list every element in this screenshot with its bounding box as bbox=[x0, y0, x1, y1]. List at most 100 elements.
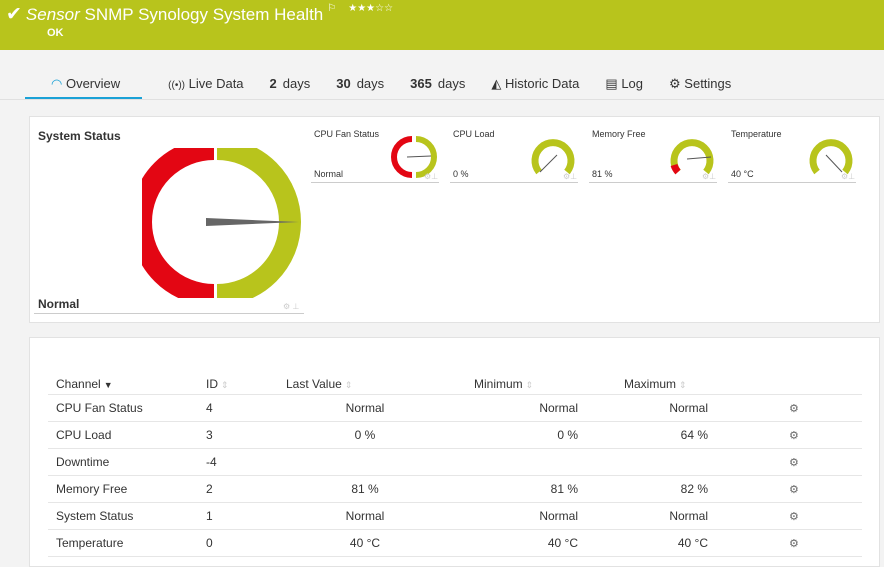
last-value-cell: 81 % bbox=[286, 475, 436, 503]
table-row[interactable]: Memory Free 2 81 % 81 % 82 % ⚙ bbox=[48, 475, 862, 503]
priority-stars[interactable]: ★★★☆☆ bbox=[348, 3, 394, 14]
sensor-title-row: ✔ Sensor SNMP Synology System Health ⚐ ★… bbox=[6, 3, 393, 26]
sort-icon: ⇕ bbox=[344, 379, 353, 390]
gauges-panel: System Status Normal ⚙ ⊥ CPU Fan Status … bbox=[29, 116, 880, 323]
divider bbox=[589, 182, 717, 183]
log-icon: ▤ bbox=[605, 76, 618, 91]
tab-num: 30 bbox=[336, 76, 351, 91]
channel-cell: Downtime bbox=[48, 448, 198, 476]
id-cell: -4 bbox=[198, 448, 286, 476]
col-channel[interactable]: Channel ▼ bbox=[48, 374, 198, 395]
tab-label: Overview bbox=[65, 76, 121, 91]
maximum-cell: 82 % bbox=[586, 475, 716, 503]
tab-label: Settings bbox=[684, 76, 732, 91]
id-cell: 3 bbox=[198, 421, 286, 449]
actions-cell: ⚙ bbox=[716, 394, 862, 422]
maximum-cell: Normal bbox=[586, 394, 716, 422]
tab-log[interactable]: ▤ Log bbox=[605, 76, 643, 99]
id-cell: 0 bbox=[198, 529, 286, 557]
minimum-cell: Normal bbox=[436, 502, 586, 530]
table-row[interactable]: Downtime -4 ⚙ bbox=[48, 448, 862, 476]
system-status-title: System Status bbox=[38, 129, 121, 143]
id-cell: 4 bbox=[198, 394, 286, 422]
table-row[interactable]: Temperature 0 40 °C 40 °C 40 °C ⚙ bbox=[48, 529, 862, 557]
sort-icon: ⇕ bbox=[679, 379, 687, 390]
gauge-dial bbox=[670, 139, 714, 175]
minimum-cell: 40 °C bbox=[436, 529, 586, 557]
channel-settings-icon[interactable]: ⚙ bbox=[789, 429, 799, 442]
col-minimum[interactable]: Minimum ⇕ bbox=[436, 374, 586, 395]
gauge-settings-pin-icons[interactable]: ⚙ ⊥ bbox=[283, 302, 300, 311]
flag-icon[interactable]: ⚐ bbox=[327, 3, 337, 14]
gauge-temperature[interactable]: Temperature 40 °C ⚙⊥ bbox=[728, 117, 856, 183]
channel-settings-icon[interactable]: ⚙ bbox=[789, 537, 799, 550]
maximum-cell: 64 % bbox=[586, 421, 716, 449]
channel-cell: CPU Load bbox=[48, 421, 198, 449]
tab-bar: ◠ Overview ((•)) Live Data 2 days 30 days … bbox=[0, 66, 884, 100]
last-value-cell bbox=[286, 448, 436, 476]
gauge-value: 81 % bbox=[592, 169, 613, 179]
channel-settings-icon[interactable]: ⚙ bbox=[789, 483, 799, 496]
channel-cell: System Status bbox=[48, 502, 198, 530]
channel-cell: CPU Fan Status bbox=[48, 394, 198, 422]
status-text: OK bbox=[47, 27, 64, 39]
channels-table: Channel ▼ ID ⇕ Last Value ⇕ Minimum ⇕ Maximu… bbox=[48, 374, 862, 557]
tab-overview[interactable]: ◠ Overview bbox=[25, 76, 143, 99]
last-value-cell: 40 °C bbox=[286, 529, 436, 557]
gauge-settings-pin-icons[interactable]: ⚙⊥ bbox=[841, 172, 856, 181]
id-cell: 2 bbox=[198, 475, 286, 503]
sensor-prefix: Sensor bbox=[25, 5, 80, 24]
col-maximum[interactable]: Maximum ⇕ bbox=[586, 374, 716, 395]
gauge-value: 40 °C bbox=[731, 169, 754, 179]
gauge-settings-pin-icons[interactable]: ⚙⊥ bbox=[563, 172, 578, 181]
sensor-header: ✔ Sensor SNMP Synology System Health ⚐ ★… bbox=[0, 0, 884, 50]
gauge-cpu-fan-status[interactable]: CPU Fan Status Normal ⚙⊥ bbox=[311, 117, 439, 183]
maximum-cell bbox=[586, 448, 716, 476]
tab-label: days bbox=[282, 76, 311, 91]
header-label: Minimum bbox=[474, 376, 523, 391]
tab-historic-data[interactable]: ◭ Historic Data bbox=[491, 76, 579, 99]
gauge-label: CPU Load bbox=[453, 129, 495, 139]
tab-label: Historic Data bbox=[504, 76, 580, 91]
table-row[interactable]: CPU Fan Status 4 Normal Normal Normal ⚙ bbox=[48, 394, 862, 422]
col-last-value[interactable]: Last Value ⇕ bbox=[286, 374, 436, 395]
tab-2-days[interactable]: 2 days bbox=[270, 76, 311, 99]
table-row[interactable]: CPU Load 3 0 % 0 % 64 % ⚙ bbox=[48, 421, 862, 449]
system-status-value: Normal bbox=[38, 297, 80, 311]
table-header-row: Channel ▼ ID ⇕ Last Value ⇕ Minimum ⇕ Maximu… bbox=[48, 374, 862, 395]
gauge-cpu-load[interactable]: CPU Load 0 % ⚙⊥ bbox=[450, 117, 578, 183]
header-label: Last Value bbox=[286, 376, 342, 391]
actions-cell: ⚙ bbox=[716, 421, 862, 449]
gauge-value: Normal bbox=[314, 169, 344, 179]
tab-365-days[interactable]: 365 days bbox=[410, 76, 465, 99]
minimum-cell: 81 % bbox=[436, 475, 586, 503]
gauge-dial bbox=[391, 136, 437, 178]
col-id[interactable]: ID ⇕ bbox=[198, 374, 286, 395]
channel-settings-icon[interactable]: ⚙ bbox=[789, 402, 799, 415]
live-icon: ((•)) bbox=[168, 80, 185, 91]
tab-live-data[interactable]: ((•)) Live Data bbox=[168, 76, 243, 99]
table-row[interactable]: System Status 1 Normal Normal Normal ⚙ bbox=[48, 502, 862, 530]
check-icon: ✔ bbox=[6, 4, 22, 25]
gauge-settings-pin-icons[interactable]: ⚙⊥ bbox=[424, 172, 439, 181]
gauge-dial bbox=[531, 139, 575, 175]
tab-settings[interactable]: ⚙ Settings bbox=[669, 76, 731, 99]
actions-cell: ⚙ bbox=[716, 502, 862, 530]
id-cell: 1 bbox=[198, 502, 286, 530]
channel-settings-icon[interactable]: ⚙ bbox=[789, 510, 799, 523]
channel-settings-icon[interactable]: ⚙ bbox=[789, 456, 799, 469]
gauge-memory-free[interactable]: Memory Free 81 % ⚙⊥ bbox=[589, 117, 717, 183]
sort-desc-icon: ▼ bbox=[103, 379, 113, 390]
last-value-cell: Normal bbox=[286, 502, 436, 530]
col-actions bbox=[716, 374, 862, 395]
tab-30-days[interactable]: 30 days bbox=[336, 76, 384, 99]
divider bbox=[728, 182, 856, 183]
gauge-label: Memory Free bbox=[592, 129, 646, 139]
gauge-settings-pin-icons[interactable]: ⚙⊥ bbox=[702, 172, 717, 181]
gear-icon: ⚙ bbox=[669, 76, 681, 91]
tab-num: 2 bbox=[269, 76, 277, 91]
gauge-value: 0 % bbox=[453, 169, 469, 179]
divider bbox=[311, 182, 439, 183]
system-status-gauge[interactable] bbox=[142, 148, 302, 298]
channel-cell: Temperature bbox=[48, 529, 198, 557]
